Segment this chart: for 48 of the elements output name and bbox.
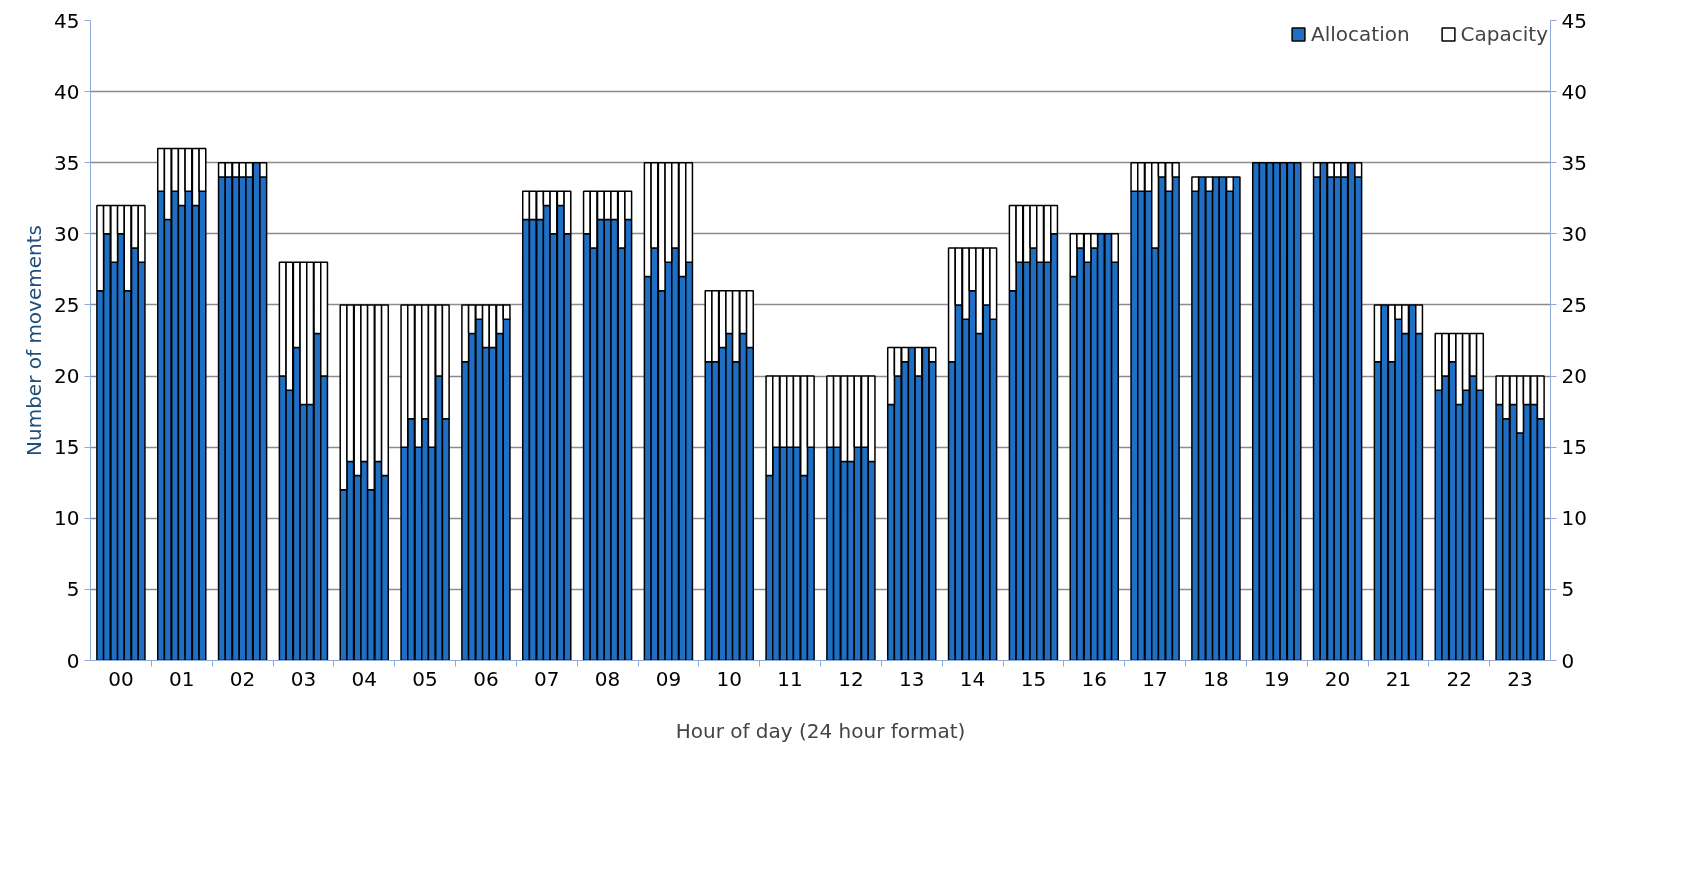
y-tick-label: 25 <box>54 292 80 317</box>
y-tick-label: 0 <box>66 648 80 673</box>
y2-tick-label: 15 <box>1561 435 1587 460</box>
x-tick-label: 15 <box>1020 666 1047 691</box>
x-tick-label: 02 <box>229 666 256 691</box>
x-tick-label: 20 <box>1324 666 1351 691</box>
y-tick-label: 10 <box>54 506 80 531</box>
x-axis-title: Hour of day (24 hour format) <box>675 718 966 743</box>
y2-tick-label: 20 <box>1561 364 1587 389</box>
x-tick-label: 01 <box>169 666 195 691</box>
x-tick-label: 13 <box>899 666 925 691</box>
y2-tick-label: 35 <box>1561 150 1587 175</box>
x-tick-label: 04 <box>351 666 377 691</box>
y2-tick-label: 40 <box>1561 79 1587 104</box>
legend-label: Allocation <box>1311 22 1410 46</box>
x-tick-label: 08 <box>594 666 621 691</box>
x-tick-label: 12 <box>838 666 864 691</box>
y2-tick-label: 25 <box>1561 292 1587 317</box>
y2-tick-label: 0 <box>1561 648 1575 673</box>
x-tick-label: 19 <box>1264 666 1290 691</box>
y-tick-label: 35 <box>54 150 80 175</box>
x-tick-label: 17 <box>1142 666 1168 691</box>
x-tick-label: 16 <box>1081 666 1107 691</box>
x-tick-label: 03 <box>290 666 317 691</box>
x-tick-label: 05 <box>412 666 438 691</box>
x-tick-label: 11 <box>777 666 803 691</box>
y2-tick-label: 45 <box>1561 8 1587 33</box>
x-tick-label: 21 <box>1385 666 1412 691</box>
x-tick-label: 22 <box>1446 666 1472 691</box>
y-tick-label: 20 <box>54 364 80 389</box>
legend-label: Capacity <box>1460 22 1548 46</box>
x-tick-label: 00 <box>108 666 134 691</box>
y2-tick-label: 5 <box>1561 577 1575 602</box>
y2-tick-label: 10 <box>1561 506 1587 531</box>
y-tick-label: 5 <box>66 577 80 602</box>
x-tick-label: 18 <box>1203 666 1229 691</box>
y-tick-label: 45 <box>54 8 80 33</box>
y-tick-label: 30 <box>54 221 80 246</box>
x-tick-label: 07 <box>534 666 560 691</box>
y-tick-label: 15 <box>54 435 80 460</box>
y2-tick-label: 30 <box>1561 221 1587 246</box>
x-tick-label: 23 <box>1507 666 1533 691</box>
x-tick-label: 09 <box>655 666 682 691</box>
x-tick-label: 14 <box>959 666 986 691</box>
x-tick-label: 06 <box>473 666 499 691</box>
y-axis-title: Number of movements <box>22 225 47 456</box>
x-tick-label: 10 <box>716 666 742 691</box>
y-tick-label: 40 <box>54 79 80 104</box>
